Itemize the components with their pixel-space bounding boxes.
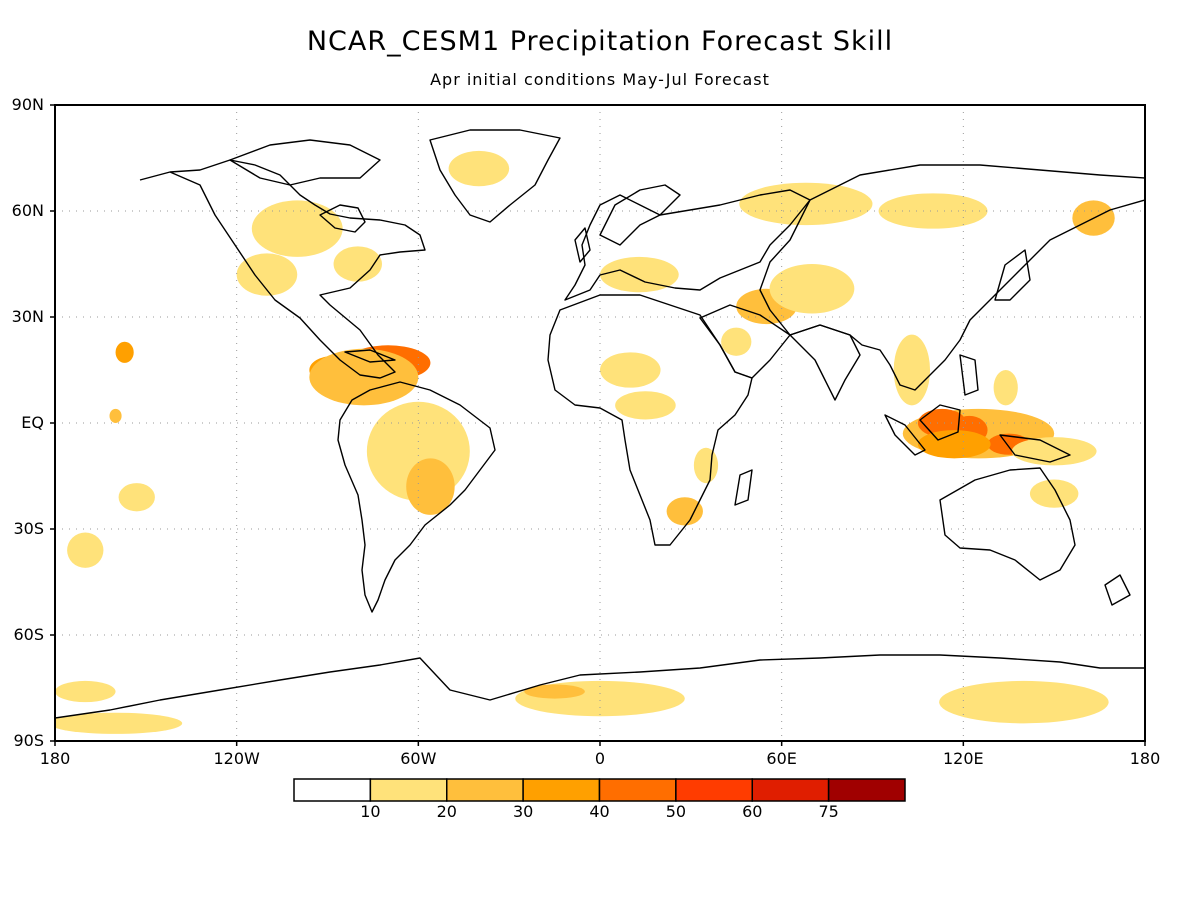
y-tick-label: 30S [13, 519, 44, 538]
coastline-cuba [344, 349, 396, 363]
skill-region [939, 680, 1109, 724]
colorbar [293, 778, 906, 802]
coastline-africa [547, 294, 753, 546]
coastline-hudson-bay [319, 204, 366, 233]
skill-region [67, 532, 104, 568]
y-tick-label: 30N [11, 307, 44, 326]
skill-region [666, 497, 703, 526]
coastline-new-guinea [999, 434, 1071, 463]
coastline-india [789, 324, 861, 401]
skill-region [55, 712, 183, 734]
coastline-europe [564, 189, 811, 301]
coastline-north-america [139, 159, 426, 379]
skill-region [333, 246, 382, 282]
x-tick-label: 180 [1129, 749, 1161, 768]
skill-region [109, 408, 122, 423]
skill-region [309, 348, 419, 406]
chart-subtitle: Apr initial conditions May-Jul Forecast [430, 70, 770, 89]
map-frame [50, 104, 1146, 746]
skill-field [55, 150, 1115, 734]
x-tick-label: 0 [594, 749, 606, 768]
colorbar-label: 50 [665, 802, 687, 821]
colorbar-swatch [446, 778, 524, 802]
y-tick-label: 90S [13, 731, 44, 750]
skill-region [236, 253, 298, 296]
coastline-arabia [699, 304, 791, 379]
colorbar-swatch [522, 778, 601, 802]
colorbar-label: 20 [436, 802, 457, 821]
skill-region [1029, 479, 1079, 508]
coastline-south-america [337, 381, 496, 613]
skill-region [55, 680, 116, 703]
x-tick-label: 60E [766, 749, 797, 768]
skill-region [721, 327, 752, 356]
skill-region [251, 200, 343, 257]
colorbar-label: 40 [589, 802, 610, 821]
skill-region [878, 193, 988, 229]
skill-region [739, 182, 873, 226]
skill-region [615, 391, 676, 420]
coastlines [55, 129, 1145, 719]
skill-region [693, 447, 719, 484]
colorbar-label: 60 [742, 802, 763, 821]
colorbar-label: 75 [818, 802, 839, 821]
coastline-sumatra [884, 414, 926, 456]
skill-region [893, 334, 931, 406]
y-tick-label: 90N [11, 95, 44, 114]
colorbar-swatch [598, 778, 677, 802]
coastline-new-zealand [1104, 574, 1131, 606]
y-tick-label: 60N [11, 201, 44, 220]
gridlines [55, 105, 1145, 741]
coastline-antarctica [55, 654, 1145, 719]
colorbar-swatch [827, 778, 906, 802]
skill-region [118, 483, 155, 512]
coastline-philippines [959, 354, 979, 396]
skill-region [600, 352, 661, 388]
colorbar-swatch [751, 778, 830, 802]
coastline-asia-east [759, 164, 1145, 391]
coastline-australia [939, 467, 1076, 581]
y-tick-label: EQ [21, 413, 44, 432]
coastline-scandinavia [599, 184, 681, 246]
skill-region [993, 370, 1018, 406]
skill-region [406, 458, 455, 515]
skill-region [448, 150, 510, 187]
colorbar-swatch [675, 778, 753, 802]
skill-region [917, 430, 991, 459]
x-tick-label: 180 [39, 749, 71, 768]
x-tick-label: 120E [943, 749, 984, 768]
skill-region [600, 256, 679, 293]
coastline-borneo [919, 404, 961, 441]
y-tick-label: 60S [13, 625, 44, 644]
skill-region [524, 684, 585, 699]
colorbar-swatch [293, 778, 372, 802]
colorbar-swatch [369, 778, 448, 802]
skill-region [115, 341, 134, 363]
x-tick-label: 60W [400, 749, 437, 768]
coastline-japan [994, 249, 1031, 301]
coastline-greenland [429, 129, 561, 223]
coastline-british-isles [574, 227, 591, 263]
x-tick-label: 120W [213, 749, 260, 768]
colorbar-label: 30 [512, 802, 534, 821]
coastline-arctic-islands [229, 139, 381, 186]
coastline-madagascar [734, 469, 753, 506]
skill-region [769, 264, 855, 314]
chart-title: NCAR_CESM1 Precipitation Forecast Skill [306, 26, 894, 57]
colorbar-label: 10 [360, 802, 381, 821]
